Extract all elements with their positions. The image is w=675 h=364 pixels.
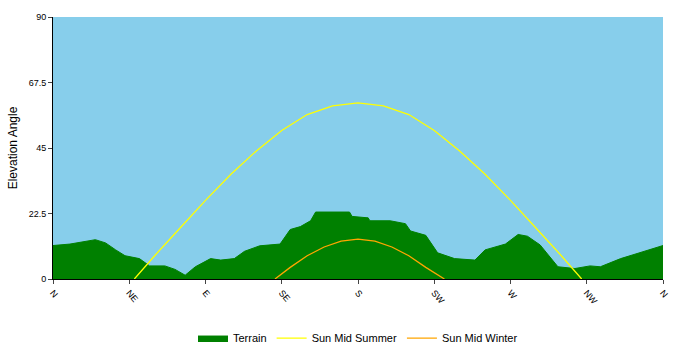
svg-text:90: 90 xyxy=(36,12,46,22)
svg-text:67.5: 67.5 xyxy=(29,78,47,88)
svg-text:0: 0 xyxy=(41,274,46,284)
svg-text:SW: SW xyxy=(429,288,446,306)
svg-text:Terrain: Terrain xyxy=(233,332,267,344)
svg-text:Sun Mid Summer: Sun Mid Summer xyxy=(312,332,397,344)
svg-text:22.5: 22.5 xyxy=(29,209,47,219)
svg-text:E: E xyxy=(201,288,213,299)
svg-text:S: S xyxy=(353,288,365,299)
svg-text:W: W xyxy=(506,288,519,301)
svg-text:N: N xyxy=(658,288,670,299)
svg-text:Sun Mid Winter: Sun Mid Winter xyxy=(442,332,518,344)
svg-text:Elevation Angle: Elevation Angle xyxy=(6,106,20,189)
svg-text:NW: NW xyxy=(582,288,600,306)
svg-text:SE: SE xyxy=(277,288,292,304)
svg-text:N: N xyxy=(48,288,60,299)
svg-text:NE: NE xyxy=(124,288,140,304)
svg-text:45: 45 xyxy=(36,143,46,153)
